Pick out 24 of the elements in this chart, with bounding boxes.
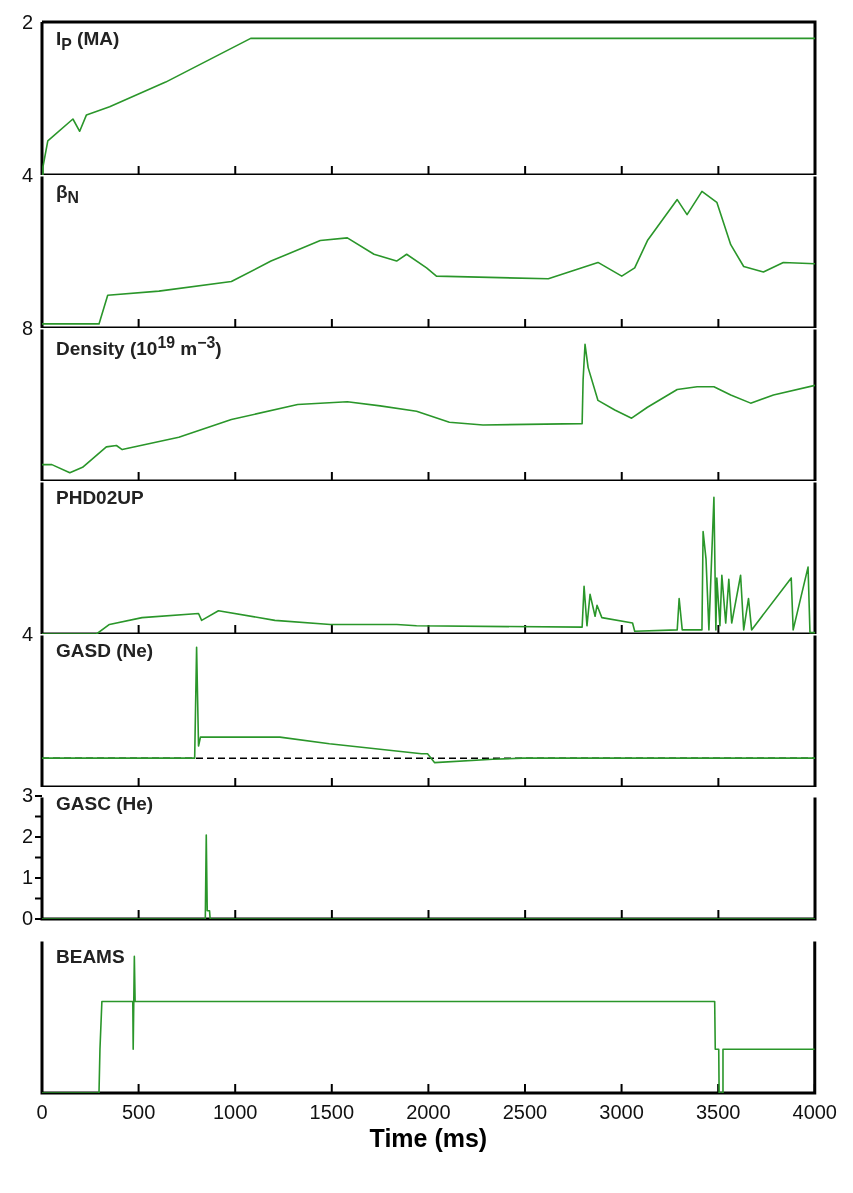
- chart-title: Density (10$^{19}$ m$^{−3}$): [56, 334, 222, 361]
- text: 8: [21, 317, 33, 339]
- x-tick-label: 1500: [309, 1100, 355, 1123]
- y-tick-label: 3: [21, 783, 33, 806]
- chart-title: GASC (He): [56, 793, 154, 815]
- x-tick-label: 4000: [792, 1100, 837, 1123]
- x-tick-label: 500: [121, 1100, 156, 1123]
- y-tick-label: 1: [21, 865, 33, 888]
- chart-title: PHD02UP: [56, 487, 144, 509]
- chart-title: BEAMS: [56, 946, 125, 968]
- x-tick-label: 2000: [406, 1100, 451, 1123]
- y-tick-label: 0: [21, 906, 33, 929]
- x-tick-label: 2500: [502, 1100, 548, 1123]
- chart-title: GASD (Ne): [56, 640, 154, 662]
- chart-title: I$_{P}$ (MA): [56, 28, 120, 54]
- x-tick-label: 0: [36, 1100, 48, 1123]
- y-tick-label: 2: [21, 824, 33, 847]
- chart-title: β$_{N}$: [56, 181, 80, 207]
- x-tick-label: 3500: [695, 1100, 741, 1123]
- text: 4: [21, 164, 33, 186]
- text: 4: [21, 623, 33, 645]
- x-tick-label: 3000: [599, 1100, 644, 1123]
- x-tick-label: 1000: [212, 1100, 258, 1123]
- x-axis-title: Time (ms): [369, 1123, 488, 1152]
